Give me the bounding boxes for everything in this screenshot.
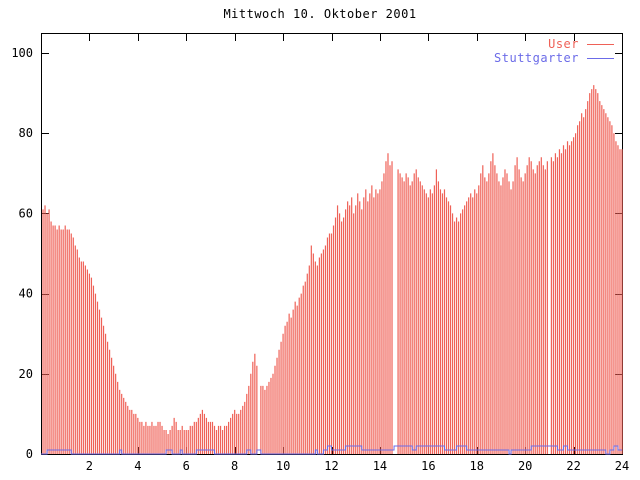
x-tick-label: 18	[470, 459, 484, 473]
y-tick-label: 20	[19, 367, 33, 381]
x-tick-label: 16	[421, 459, 435, 473]
y-tick-label: 0	[26, 447, 33, 461]
x-tick-label: 8	[231, 459, 238, 473]
x-tick-label: 6	[183, 459, 190, 473]
chart-title: Mittwoch 10. Oktober 2001	[223, 7, 417, 21]
y-tick-label: 60	[19, 206, 33, 220]
x-tick-label: 4	[134, 459, 141, 473]
legend-line-sample-user	[587, 43, 614, 45]
user-impulse-bars	[42, 85, 623, 454]
x-tick-label: 12	[324, 459, 338, 473]
x-tick-label: 14	[373, 459, 387, 473]
legend-label-stuttgarter: Stuttgarter	[494, 51, 579, 65]
y-tick-label: 40	[19, 287, 33, 301]
x-tick-label: 20	[518, 459, 532, 473]
x-tick-label: 22	[566, 459, 580, 473]
legend-line-sample-stuttgarter	[587, 57, 614, 59]
legend-item-user: User	[494, 37, 614, 51]
legend-item-stuttgarter: Stuttgarter	[494, 51, 614, 65]
legend-label-user: User	[548, 37, 579, 51]
x-tick-label: 2	[86, 459, 93, 473]
x-tick-label: 10	[276, 459, 290, 473]
stuttgarter-step-line	[41, 445, 622, 455]
y-tick-label: 80	[19, 126, 33, 140]
x-tick-label: 24	[615, 459, 629, 473]
y-tick-label: 100	[11, 46, 33, 60]
legend: User Stuttgarter	[494, 37, 614, 65]
